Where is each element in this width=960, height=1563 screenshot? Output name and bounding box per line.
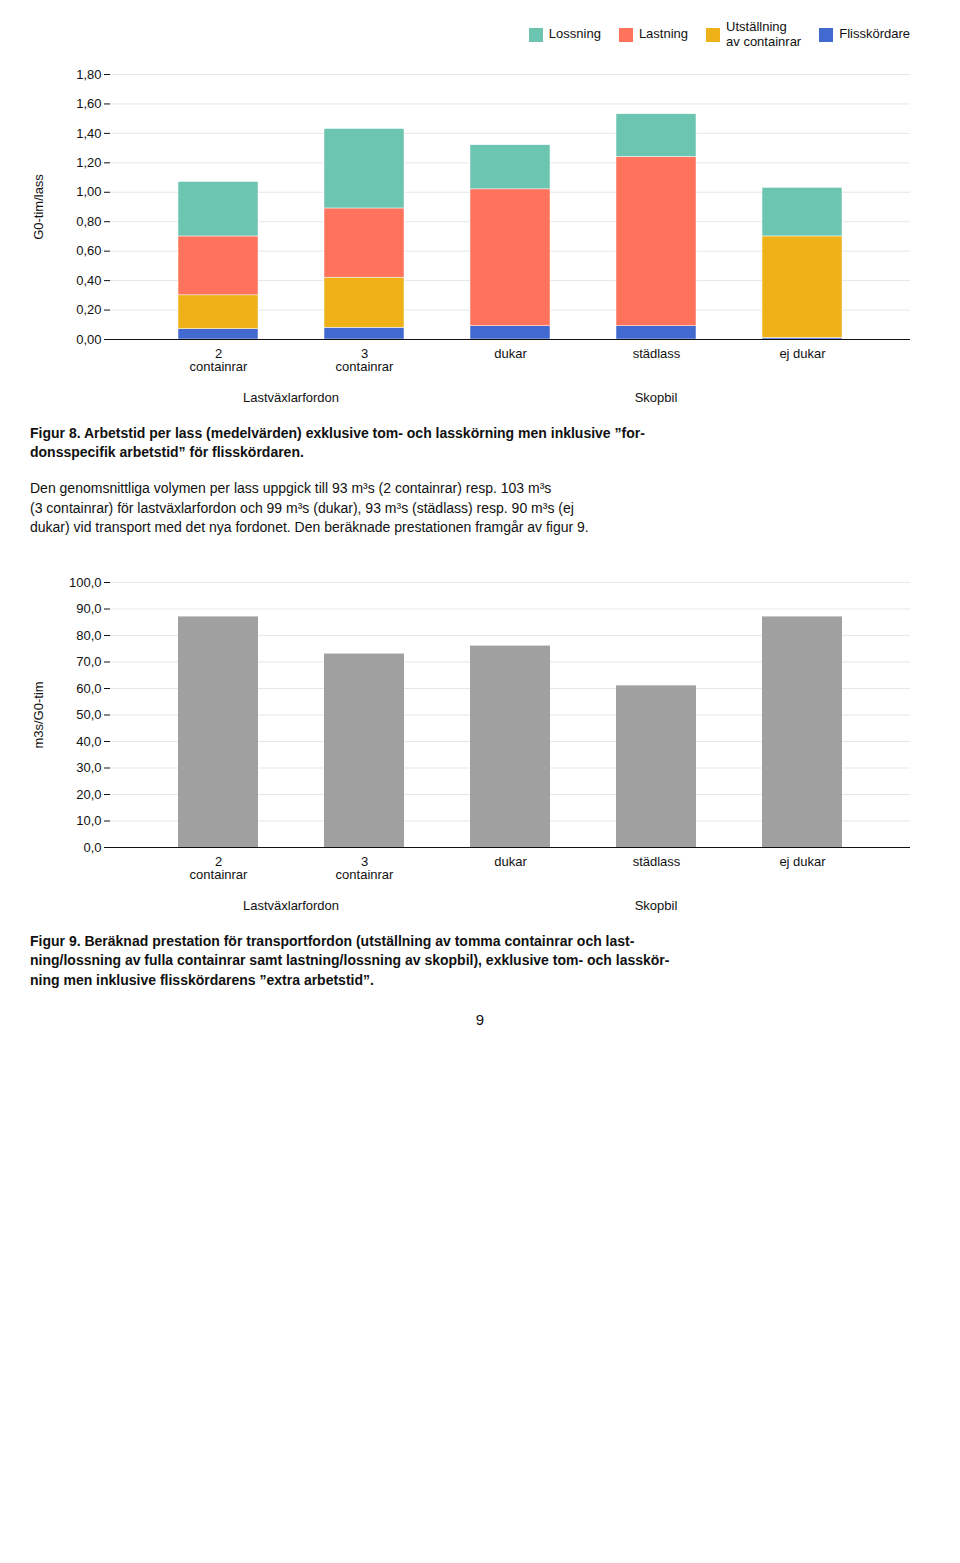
svg-text:Lastväxlarfordon: Lastväxlarfordon <box>243 390 339 405</box>
svg-text:0,60: 0,60 <box>76 243 101 258</box>
html-text:Utställning av containrar: Utställning av containrar <box>726 19 802 49</box>
svg-text:städlass: städlass <box>633 346 681 361</box>
svg-text:1,20: 1,20 <box>76 155 101 170</box>
svg-text:1,80: 1,80 <box>76 67 101 82</box>
svg-text:Skopbil: Skopbil <box>635 898 678 913</box>
svg-text:3containrar: 3containrar <box>336 346 394 374</box>
svg-text:1,00: 1,00 <box>76 184 101 199</box>
svg-text:m3s/G0-tim: m3s/G0-tim <box>31 681 46 748</box>
svg-text:Skopbil: Skopbil <box>635 390 678 405</box>
svg-text:dukar: dukar <box>494 854 527 869</box>
svg-text:0,00: 0,00 <box>76 332 101 347</box>
svg-text:90,0: 90,0 <box>76 601 101 616</box>
svg-text:ej dukar: ej dukar <box>779 346 826 361</box>
svg-text:20,0: 20,0 <box>76 787 101 802</box>
html-text:Lastning: Lastning <box>638 26 688 42</box>
html-text:Den genomsnittliga volymen per: Den genomsnittliga volymen per lass uppg… <box>30 480 589 536</box>
svg-text:70,0: 70,0 <box>76 654 101 669</box>
svg-text:dukar: dukar <box>494 346 527 361</box>
svg-text:3containrar: 3containrar <box>336 854 394 882</box>
svg-text:60,0: 60,0 <box>76 681 101 696</box>
svg-text:städlass: städlass <box>633 854 681 869</box>
html-text:Lossning: Lossning <box>548 26 601 42</box>
svg-text:0,40: 0,40 <box>76 273 101 288</box>
svg-text:100,0: 100,0 <box>69 575 102 590</box>
svg-text:40,0: 40,0 <box>76 734 101 749</box>
svg-text:0,80: 0,80 <box>76 214 101 229</box>
svg-text:2containrar: 2containrar <box>190 854 248 882</box>
svg-text:1,60: 1,60 <box>76 96 101 111</box>
html-text:Flisskördare: Flisskördare <box>839 26 910 42</box>
html-text:Figur 9. Beräknad prestation f: Figur 9. Beräknad prestation för transpo… <box>30 932 670 988</box>
svg-text:0,0: 0,0 <box>83 840 101 855</box>
html-text:9: 9 <box>475 1010 485 1028</box>
svg-text:80,0: 80,0 <box>76 628 101 643</box>
svg-text:30,0: 30,0 <box>76 760 101 775</box>
svg-text:G0-tim/lass: G0-tim/lass <box>31 174 46 240</box>
svg-text:ej dukar: ej dukar <box>779 854 826 869</box>
svg-text:Lastväxlarfordon: Lastväxlarfordon <box>243 898 339 913</box>
svg-text:2containrar: 2containrar <box>190 346 248 374</box>
svg-text:1,40: 1,40 <box>76 125 101 140</box>
svg-text:10,0: 10,0 <box>76 813 101 828</box>
html-text:Figur 8. Arbetstid per lass (m: Figur 8. Arbetstid per lass (medelvärden… <box>30 424 645 461</box>
svg-text:0,20: 0,20 <box>76 302 101 317</box>
svg-text:50,0: 50,0 <box>76 707 101 722</box>
